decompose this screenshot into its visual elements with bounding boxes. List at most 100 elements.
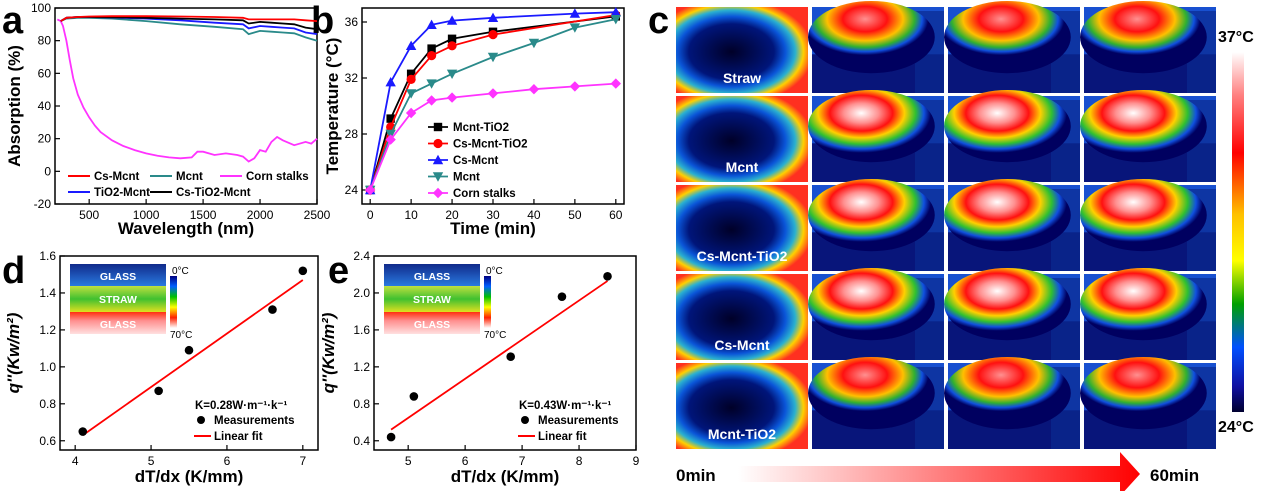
data-point bbox=[409, 392, 419, 401]
y-tick-label: 0 bbox=[44, 164, 51, 178]
data-point bbox=[385, 77, 396, 87]
inset-layer-label: STRAW bbox=[413, 294, 451, 306]
chart-a: 500 1000 1500 2000 2500 -20 0 20 40 60 80 100 Absor… bbox=[5, 1, 331, 238]
thermal-image bbox=[1080, 356, 1216, 449]
thermal-image-bg bbox=[676, 363, 808, 449]
x-tick-label: 9 bbox=[633, 454, 640, 468]
panel-label-d: d bbox=[2, 250, 25, 292]
plot-frame bbox=[59, 255, 319, 451]
thermal-image: Cs-Mcnt bbox=[676, 274, 808, 360]
data-point bbox=[432, 172, 444, 182]
series-line-cs-mcnt bbox=[369, 11, 616, 191]
data-point bbox=[78, 427, 88, 436]
thermal-hotspot bbox=[808, 356, 935, 430]
y-tick-label: 28 bbox=[345, 127, 359, 141]
legend-marker bbox=[197, 416, 205, 424]
plot-frame bbox=[373, 255, 637, 451]
inset-layer-label: GLASS bbox=[100, 319, 136, 331]
x-tick-label: 30 bbox=[486, 208, 500, 222]
thermal-image bbox=[944, 89, 1080, 182]
legend-label: Linear fit bbox=[538, 431, 587, 443]
legend-label: Cs-Mcnt-TiO2 bbox=[453, 139, 528, 151]
y-axis-label: Absorption (%) bbox=[5, 45, 24, 167]
y-tick-label: 1.2 bbox=[39, 323, 56, 337]
data-point bbox=[364, 184, 376, 196]
annotation: K=0.43W·m⁻¹·k⁻¹ bbox=[519, 400, 612, 412]
y-tick-label: 60 bbox=[38, 66, 52, 80]
y-tick-label: 0.8 bbox=[39, 397, 56, 411]
data-point bbox=[406, 74, 416, 84]
x-tick-label: 40 bbox=[527, 208, 541, 222]
thermal-image bbox=[944, 267, 1080, 360]
data-point bbox=[426, 19, 437, 29]
thermal-image bbox=[808, 267, 944, 360]
data-point bbox=[610, 78, 622, 89]
legend-label: Cs-TiO2-Mcnt bbox=[176, 187, 251, 199]
data-point bbox=[447, 34, 457, 43]
data-point bbox=[432, 154, 444, 165]
thermal-image bbox=[944, 0, 1080, 93]
x-axis-label: dT/dx (K/mm) bbox=[135, 467, 244, 486]
data-point bbox=[427, 44, 436, 53]
chart-d: 4 5 6 7 0.6 0.8 1.0 1.2 1.4 1.6 q''(Kw/m²) dT/dx … bbox=[4, 249, 319, 486]
thermal-image bbox=[1080, 89, 1216, 182]
y-tick-label: 0.4 bbox=[353, 434, 370, 448]
y-tick-label: 24 bbox=[345, 183, 359, 197]
fit-line bbox=[390, 280, 609, 431]
time-start-label: 0min bbox=[676, 466, 716, 485]
x-tick-label: 7 bbox=[299, 454, 306, 468]
thermal-image-bg bbox=[676, 274, 808, 360]
arrow-shape bbox=[738, 452, 1140, 491]
y-tick-label: 2.0 bbox=[353, 286, 370, 300]
y-tick-label: 20 bbox=[38, 132, 52, 146]
legend-label: Measurements bbox=[214, 415, 295, 427]
panel-label-a: a bbox=[2, 0, 24, 42]
y-tick-label: 40 bbox=[38, 99, 52, 113]
inset-layer-label: GLASS bbox=[414, 319, 450, 331]
y-axis-label: q''(Kw/m²) bbox=[319, 312, 338, 393]
data-point bbox=[610, 7, 622, 17]
y-tick-label: 80 bbox=[38, 34, 52, 48]
x-tick-label: 6 bbox=[462, 454, 469, 468]
data-point bbox=[488, 29, 498, 40]
x-axis-label: Time (min) bbox=[450, 219, 536, 238]
thermal-row-label: Straw bbox=[723, 70, 761, 86]
data-point bbox=[184, 345, 194, 355]
thermal-hotspot bbox=[1080, 0, 1207, 74]
x-tick-label: 4 bbox=[72, 454, 79, 468]
data-point bbox=[487, 52, 499, 63]
data-point bbox=[610, 15, 622, 25]
x-tick-label: 8 bbox=[576, 454, 583, 468]
inset-scale-top: 0°C bbox=[172, 266, 189, 277]
inset: GLASS STRAW GLASS 0°C 70°C bbox=[384, 264, 506, 341]
x-tick-label: 2500 bbox=[304, 208, 331, 222]
x-tick-label: 5 bbox=[405, 454, 412, 468]
legend: Mcnt-TiO2 Cs-Mcnt-TiO2 Cs-Mcnt Mcnt Corn sta… bbox=[428, 122, 528, 200]
scale-min-label: 24°C bbox=[1218, 419, 1254, 436]
legend-label: Mcnt bbox=[176, 171, 203, 183]
data-point bbox=[385, 134, 396, 145]
legend-label: Mcnt-TiO2 bbox=[453, 122, 509, 134]
thermal-hotspot bbox=[944, 0, 1071, 74]
thermal-hotspot bbox=[944, 89, 1071, 163]
legend-label: Corn stalks bbox=[453, 188, 516, 200]
x-tick-label: 500 bbox=[79, 208, 99, 222]
thermal-row-label: Mcnt-TiO2 bbox=[708, 426, 776, 442]
y-tick-label: 0.8 bbox=[353, 397, 370, 411]
thermal-hotspot bbox=[944, 356, 1071, 430]
y-tick-label: 2.4 bbox=[353, 249, 370, 263]
panel-label-e: e bbox=[328, 250, 349, 292]
x-tick-label: 20 bbox=[445, 208, 459, 222]
thermal-image-grid: Straw Mcnt Cs-Mcnt-TiO2 Cs-Mcnt Mcnt-TiO2 bbox=[676, 0, 1216, 449]
time-arrow: 0min 60min bbox=[676, 452, 1199, 491]
thermal-image: Cs-Mcnt-TiO2 bbox=[676, 185, 808, 271]
y-tick-label: 1.0 bbox=[39, 360, 56, 374]
thermal-hotspot bbox=[944, 267, 1071, 341]
thermal-image bbox=[1080, 0, 1216, 93]
x-tick-label: 60 bbox=[609, 208, 623, 222]
scale-max-label: 37°C bbox=[1218, 29, 1254, 46]
data-point bbox=[426, 51, 437, 61]
data-point bbox=[406, 69, 416, 78]
thermal-image bbox=[808, 0, 944, 93]
inset-layer-label: GLASS bbox=[100, 271, 136, 283]
